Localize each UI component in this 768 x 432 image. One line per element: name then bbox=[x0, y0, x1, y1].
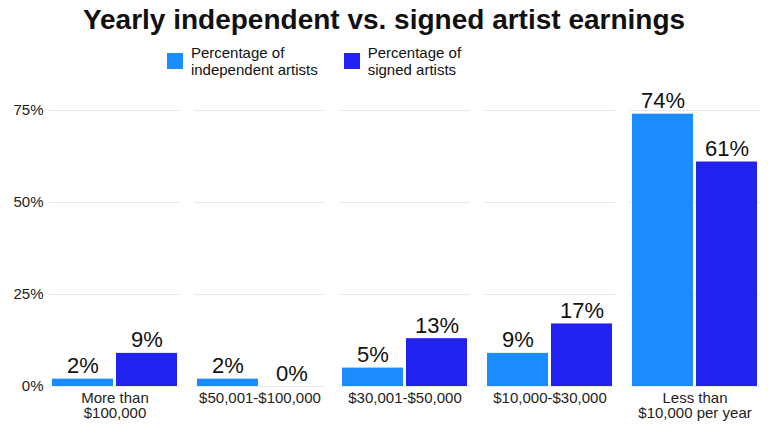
svg-text:0%: 0% bbox=[276, 361, 308, 386]
svg-text:13%: 13% bbox=[415, 313, 459, 338]
svg-text:9%: 9% bbox=[502, 327, 534, 352]
svg-text:2%: 2% bbox=[212, 353, 244, 378]
svg-text:50%: 50% bbox=[13, 193, 43, 210]
svg-text:Less than$10,000 per year: Less than$10,000 per year bbox=[638, 389, 751, 421]
svg-text:25%: 25% bbox=[13, 285, 43, 302]
svg-text:0%: 0% bbox=[22, 377, 44, 394]
svg-text:17%: 17% bbox=[560, 298, 604, 323]
svg-text:2%: 2% bbox=[67, 353, 99, 378]
svg-text:$10,000-$30,000: $10,000-$30,000 bbox=[493, 389, 606, 406]
svg-text:61%: 61% bbox=[705, 136, 749, 161]
html-text:Percentage of independent arti: Percentage of independent artists bbox=[190, 44, 318, 78]
svg-text:More than$100,000: More than$100,000 bbox=[81, 389, 149, 421]
svg-text:9%: 9% bbox=[131, 327, 163, 352]
html-text:Yearly independent vs. signed: Yearly independent vs. signed artist ear… bbox=[82, 4, 686, 35]
svg-text:75%: 75% bbox=[13, 101, 43, 118]
svg-text:$30,001-$50,000: $30,001-$50,000 bbox=[348, 389, 461, 406]
svg-text:74%: 74% bbox=[641, 88, 685, 113]
svg-text:5%: 5% bbox=[357, 342, 389, 367]
html-text:Percentage of signed artists: Percentage of signed artists bbox=[367, 44, 462, 78]
svg-text:$50,001-$100,000: $50,001-$100,000 bbox=[199, 389, 321, 406]
